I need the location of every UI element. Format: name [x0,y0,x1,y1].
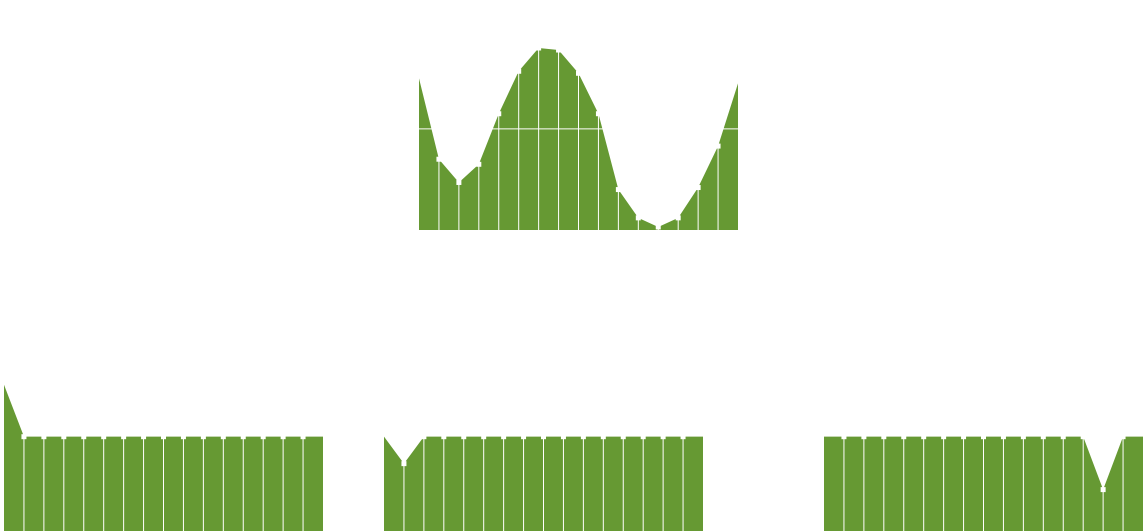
data-point-marker [921,434,927,440]
data-point-marker [1020,434,1026,440]
area-chart-bottom-left [4,377,323,531]
data-point-marker [441,434,447,440]
data-point-marker [901,434,907,440]
data-point-marker [476,161,482,167]
data-point-marker [41,434,47,440]
data-point-marker [556,47,562,53]
data-point-marker [615,187,621,193]
area-chart-bottom-center [384,377,703,531]
data-point-marker [595,111,601,117]
data-point-marker [121,434,127,440]
data-point-marker [680,434,686,440]
data-point-marker [695,185,701,191]
area-chart-bottom-right [824,377,1143,531]
data-point-marker [456,179,462,185]
data-point-marker [421,434,427,440]
data-point-marker [841,434,847,440]
data-point-marker [220,434,226,440]
data-point-marker [536,45,542,51]
data-point-marker [961,434,967,440]
data-point-marker [141,434,147,440]
data-point-marker [541,434,546,440]
data-point-marker [521,434,527,440]
data-point-marker [501,434,507,440]
data-point-marker [180,434,186,440]
data-point-marker [1120,434,1126,440]
data-point-marker [1100,487,1106,493]
data-point-marker [300,434,306,440]
data-point-marker [861,434,867,440]
data-point-marker [675,215,681,221]
data-point-marker [401,461,407,467]
data-point-marker [1040,434,1046,440]
data-point-marker [576,70,581,76]
data-point-marker [81,434,87,440]
data-point-marker [161,434,166,440]
data-point-marker [1080,434,1086,440]
data-point-marker [21,434,27,440]
data-point-marker [1000,434,1006,440]
data-point-marker [280,434,286,440]
data-point-marker [200,434,206,440]
data-point-marker [635,215,641,221]
data-point-marker [101,434,107,440]
data-point-marker [560,434,566,440]
data-point-marker [941,434,947,440]
data-point-marker [981,434,986,440]
data-point-marker [580,434,586,440]
data-point-marker [240,434,246,440]
data-point-marker [715,143,721,149]
data-point-marker [881,434,887,440]
data-point-marker [260,434,266,440]
data-point-marker [481,434,487,440]
data-point-marker [61,434,67,440]
data-point-marker [516,68,522,74]
data-point-marker [620,434,626,440]
data-point-marker [655,224,661,230]
area-chart-top [419,45,738,230]
data-point-marker [436,156,442,162]
data-point-marker [640,434,646,440]
data-point-marker [660,434,666,440]
data-point-marker [496,111,502,117]
data-point-marker [600,434,606,440]
data-point-marker [1060,434,1066,440]
data-point-marker [461,434,467,440]
